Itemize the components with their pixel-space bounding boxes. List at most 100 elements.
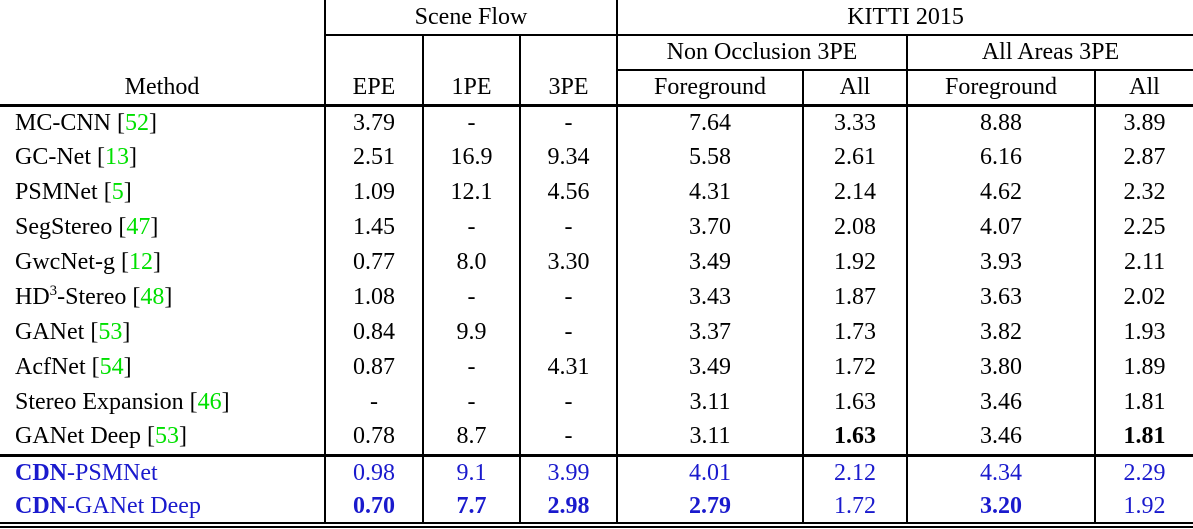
value-cell: 1.81 (1093, 420, 1193, 455)
column-header-allareas-foreground: Foreground (906, 70, 1095, 105)
value-cell: 3.80 (906, 350, 1095, 385)
value-cell: - (422, 210, 520, 245)
citation-ref: 53 (154, 423, 179, 450)
value-cell: 0.84 (324, 315, 423, 350)
value-cell: - (422, 103, 520, 140)
method-superscript: 3 (49, 283, 58, 299)
value-cell: - (519, 420, 617, 455)
value-cell: 3.89 (1093, 103, 1193, 140)
table-header: Method Scene Flow KITTI 2015 EPE 1PE 3PE… (0, 0, 1193, 105)
column-header-epe: EPE (324, 35, 423, 105)
value-cell: 1.73 (802, 315, 907, 350)
value-cell: 8.7 (422, 420, 520, 455)
value-cell: 1.08 (324, 280, 423, 315)
value-cell: 3.37 (616, 315, 803, 350)
table-row: CDN-PSMNet 0.98 9.1 3.99 4.01 2.12 4.34 2.29 (0, 453, 1193, 490)
table-row: GwcNet-g [12] 0.77 8.0 3.30 3.49 1.92 3.93 2.11 (0, 245, 1193, 280)
method-cell: GwcNet-g [12] (15, 249, 161, 275)
value-cell: 0.98 (324, 453, 423, 490)
value-cell: - (422, 350, 520, 385)
method-cell: CDN-GANet Deep (0, 490, 325, 528)
table-row: SegStereo [47] 1.45- -3.70 2.08 4.07 2.25 (0, 210, 1193, 245)
value-cell: 8.88 (906, 103, 1095, 140)
value-cell: 7.64 (616, 103, 803, 140)
citation-ref: 46 (197, 389, 222, 415)
value-cell: 4.07 (906, 210, 1095, 245)
group-header-scene-flow: Scene Flow (324, 0, 618, 36)
method-cell: MC-CNN [52] (0, 103, 325, 140)
value-cell: 3.46 (906, 385, 1095, 420)
value-cell: - (519, 280, 617, 315)
table-row: GANet Deep [53] 0.78 8.7-3.11 1.63 3.46 1.81 (0, 420, 1193, 455)
value-cell: 4.62 (906, 175, 1095, 210)
method-name-bold-prefix: CDN (15, 492, 67, 519)
value-cell: 5.58 (616, 140, 803, 175)
value-cell: 3.70 (616, 210, 803, 245)
method-cell: GANet [53] (15, 319, 131, 345)
value-cell: - (422, 280, 520, 315)
value-cell: 3.79 (324, 103, 423, 140)
value-cell: 1.93 (1093, 315, 1193, 350)
value-cell: - (324, 385, 423, 420)
value-cell: 9.1 (422, 453, 520, 490)
value-cell: 2.11 (1093, 245, 1193, 280)
table-row: Stereo Expansion [46] - - -3.11 1.63 3.46 1.81 (0, 385, 1193, 420)
value-cell: 1.81 (1093, 385, 1193, 420)
value-cell: - (519, 210, 617, 245)
value-cell: 2.29 (1093, 453, 1193, 490)
value-cell: 1.72 (802, 350, 907, 385)
citation-ref: 13 (104, 144, 129, 170)
column-header-method: Method (124, 73, 200, 100)
group-header-all-areas-3pe: All Areas 3PE (905, 35, 1193, 71)
value-cell: 2.98 (519, 490, 617, 528)
method-cell: SegStereo [47] (15, 214, 159, 240)
method-cell: GANet Deep [53] (15, 423, 187, 450)
value-cell: 2.02 (1093, 280, 1193, 315)
citation-ref: 47 (126, 214, 151, 240)
value-cell: 4.56 (519, 175, 617, 210)
value-cell: 3.99 (519, 453, 617, 490)
method-name-bold-prefix: CDN (15, 459, 67, 486)
method-cell: GC-Net [13] (15, 144, 137, 170)
method-cell: PSMNet [5] (15, 179, 132, 205)
value-cell: 4.34 (906, 453, 1095, 490)
value-cell: 9.34 (519, 140, 617, 175)
value-cell: 3.49 (616, 245, 803, 280)
group-header-kitti-2015: KITTI 2015 (617, 0, 1193, 36)
value-cell: 0.70 (324, 490, 423, 528)
value-cell: 3.82 (906, 315, 1095, 350)
table-row: GC-Net [13] 2.51 16.9 9.34 5.58 2.61 6.16 2.87 (0, 140, 1193, 175)
value-cell: 3.49 (616, 350, 803, 385)
value-cell: 1.87 (802, 280, 907, 315)
value-cell: 6.16 (906, 140, 1095, 175)
value-cell: 3.43 (616, 280, 803, 315)
value-cell: 2.79 (616, 490, 803, 528)
column-header-nonocc-all: All (802, 70, 907, 105)
value-cell: 0.78 (324, 420, 423, 455)
value-cell: 3.63 (906, 280, 1095, 315)
method-cell: CDN-PSMNet (0, 453, 325, 490)
value-cell: 1.45 (324, 210, 423, 245)
value-cell: 2.87 (1093, 140, 1193, 175)
value-cell: 3.20 (906, 490, 1095, 528)
value-cell: - (519, 315, 617, 350)
method-cell: AcfNet [54] (15, 354, 132, 380)
value-cell: 3.33 (802, 103, 907, 140)
value-cell: 9.9 (422, 315, 520, 350)
group-header-non-occlusion-3pe: Non Occlusion 3PE (616, 35, 907, 71)
value-cell: 0.87 (324, 350, 423, 385)
value-cell: 2.25 (1093, 210, 1193, 245)
value-cell: 1.89 (1093, 350, 1193, 385)
value-cell: 3.11 (616, 420, 803, 455)
value-cell: 2.32 (1093, 175, 1193, 210)
value-cell: 1.09 (324, 175, 423, 210)
value-cell: 1.72 (802, 490, 907, 528)
value-cell: 1.92 (1093, 490, 1193, 528)
value-cell: 3.93 (906, 245, 1095, 280)
value-cell: 4.01 (616, 453, 803, 490)
table-row: PSMNet [5] 1.09 12.1 4.56 4.31 2.14 4.62 2.32 (0, 175, 1193, 210)
table-body: MC-CNN [52] 3.79- -7.64 3.33 8.88 3.89 GC-Net … (0, 103, 1193, 528)
value-cell: 7.7 (422, 490, 520, 528)
